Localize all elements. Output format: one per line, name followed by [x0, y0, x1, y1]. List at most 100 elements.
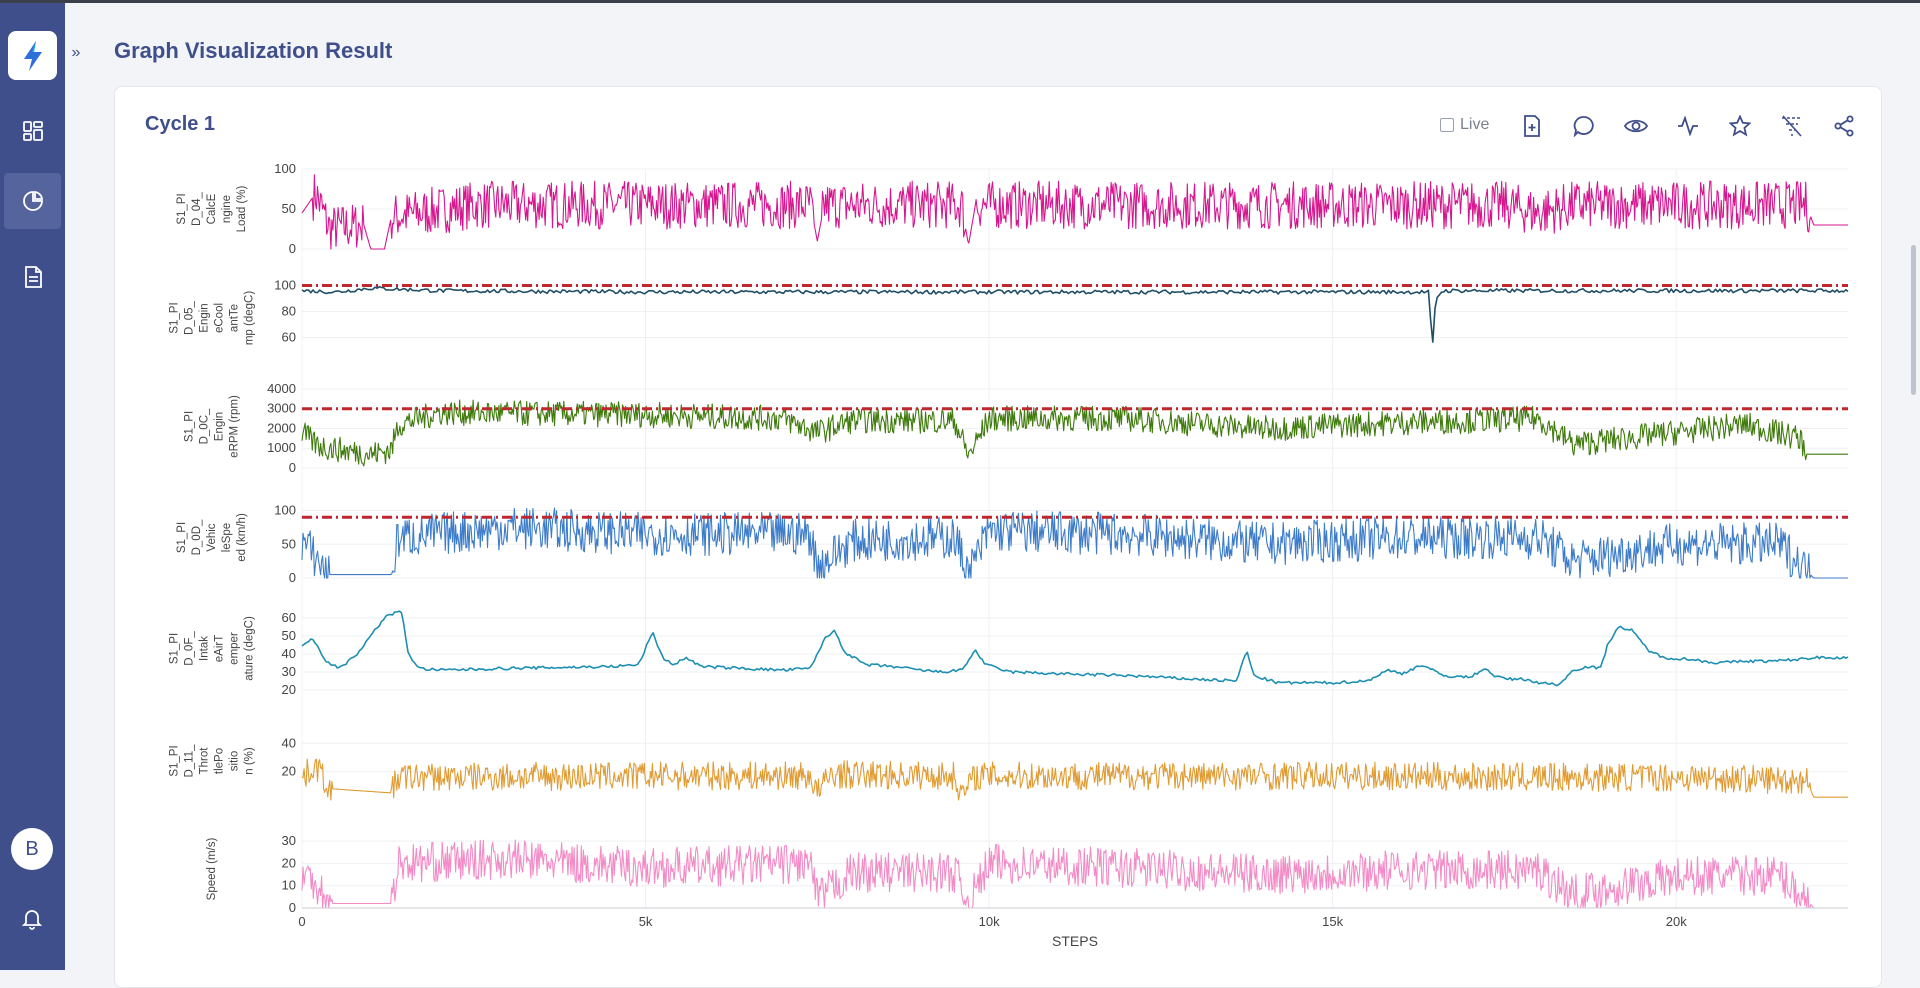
series-line [301, 286, 1849, 343]
nav-dashboard[interactable] [4, 103, 61, 159]
y-axis-label: S1_PI [176, 193, 188, 224]
document-icon [24, 266, 42, 288]
y-tick-label: 20 [282, 855, 296, 870]
y-tick-label: 10 [282, 878, 296, 893]
y-axis-label: Throt [199, 747, 211, 775]
y-axis-label: eCool [214, 303, 226, 333]
share-button[interactable] [1827, 109, 1861, 143]
y-axis-label: ed (km/h) [236, 513, 248, 562]
y-axis-label: Speed (m/s) [206, 838, 218, 901]
y-axis-label: Engin [199, 303, 211, 332]
favorite-button[interactable] [1723, 109, 1757, 143]
pie-chart-icon [22, 190, 43, 211]
y-axis-label: S1_PI [169, 633, 181, 664]
x-tick-label: 0 [298, 914, 305, 929]
y-tick-label: 80 [282, 304, 296, 319]
y-tick-label: 3000 [267, 401, 296, 416]
series-line [301, 758, 1848, 801]
y-tick-label: 40 [282, 735, 296, 750]
x-tick-label: 10k [979, 914, 1000, 929]
y-axis-label: antTe [229, 304, 241, 332]
y-tick-label: 0 [289, 241, 296, 256]
activity-button[interactable] [1671, 109, 1705, 143]
sidebar-expand-button[interactable]: » [66, 42, 86, 64]
user-avatar[interactable]: B [11, 828, 53, 870]
series-line [301, 839, 1848, 909]
y-axis-label: S1_PI [169, 745, 181, 776]
series-line [301, 610, 1849, 687]
visibility-button[interactable] [1619, 109, 1653, 143]
y-tick-label: 30 [282, 664, 296, 679]
filter-off-button[interactable] [1775, 109, 1809, 143]
page-title: Graph Visualization Result [114, 38, 393, 63]
x-axis-label: STEPS [1052, 933, 1098, 949]
nav-reports[interactable] [4, 249, 61, 305]
live-label: Live [1460, 116, 1490, 133]
activity-icon [1678, 116, 1698, 136]
y-axis-label: n (%) [244, 747, 256, 775]
star-icon [1729, 115, 1751, 137]
y-axis-label: S1_PI [176, 522, 188, 553]
y-tick-label: 50 [282, 536, 296, 551]
y-tick-label: 0 [289, 900, 296, 915]
x-tick-label: 15k [1322, 914, 1343, 929]
add-file-icon [1524, 115, 1540, 137]
app-logo[interactable] [8, 31, 57, 80]
y-tick-label: 20 [282, 682, 296, 697]
y-tick-label: 20 [282, 764, 296, 779]
y-axis-label: D_04_ [191, 191, 203, 225]
y-tick-label: 100 [274, 161, 296, 176]
y-axis-label: D_0F_ [184, 631, 196, 666]
y-axis-label: eRPM (rpm) [229, 395, 241, 458]
y-axis-label: mp (degC) [244, 291, 256, 345]
y-tick-label: 2000 [267, 420, 296, 435]
y-tick-label: 100 [274, 278, 296, 293]
filter-off-icon [1782, 115, 1802, 137]
y-axis-label: emper [229, 632, 241, 665]
share-icon [1834, 115, 1854, 137]
series-line [301, 399, 1848, 467]
y-tick-label: 50 [282, 628, 296, 643]
y-axis-label: tlePo [214, 748, 226, 774]
nav-analytics[interactable] [4, 173, 61, 229]
y-axis-label: leSpe [221, 523, 233, 552]
y-axis-label: D_05_ [184, 300, 196, 334]
card-title: Cycle 1 [145, 113, 216, 135]
y-axis-label: S1_PI [169, 302, 181, 333]
x-tick-label: 20k [1666, 914, 1687, 929]
y-axis-label: CalcE [206, 193, 218, 224]
y-axis-label: S1_PI [184, 411, 196, 442]
y-axis-label: ngine [221, 195, 233, 223]
notifications-button[interactable] [20, 906, 44, 935]
page-scrollbar[interactable] [1911, 245, 1916, 395]
y-tick-label: 0 [289, 570, 296, 585]
live-checkbox[interactable] [1440, 118, 1454, 132]
y-tick-label: 50 [282, 201, 296, 216]
bolt-logo-icon [23, 40, 42, 71]
live-toggle[interactable]: Live [1440, 116, 1489, 134]
y-axis-label: Engin [214, 412, 226, 441]
dashboard-icon [22, 121, 43, 141]
comment-button[interactable] [1567, 109, 1601, 143]
sidebar: B [0, 3, 65, 970]
y-axis-label: Vehic [206, 523, 218, 551]
x-tick-label: 5k [639, 914, 653, 929]
bell-icon [21, 910, 43, 930]
add-file-button[interactable] [1515, 109, 1549, 143]
series-line [301, 174, 1848, 250]
chart-card: Cycle 1 Live [114, 86, 1882, 988]
comment-icon [1573, 116, 1594, 137]
y-tick-label: 60 [282, 610, 296, 625]
y-tick-label: 40 [282, 646, 296, 661]
y-axis-label: D_0C_ [199, 408, 211, 444]
y-tick-label: 4000 [267, 381, 296, 396]
y-tick-label: 1000 [267, 440, 296, 455]
chevrons-right-icon: » [71, 44, 81, 61]
y-axis-label: eAirT [214, 635, 226, 662]
user-initial: B [25, 837, 39, 860]
y-tick-label: 100 [274, 503, 296, 518]
y-axis-label: ature (degC) [244, 616, 256, 681]
y-tick-label: 60 [282, 330, 296, 345]
y-axis-label: Intak [199, 636, 211, 661]
